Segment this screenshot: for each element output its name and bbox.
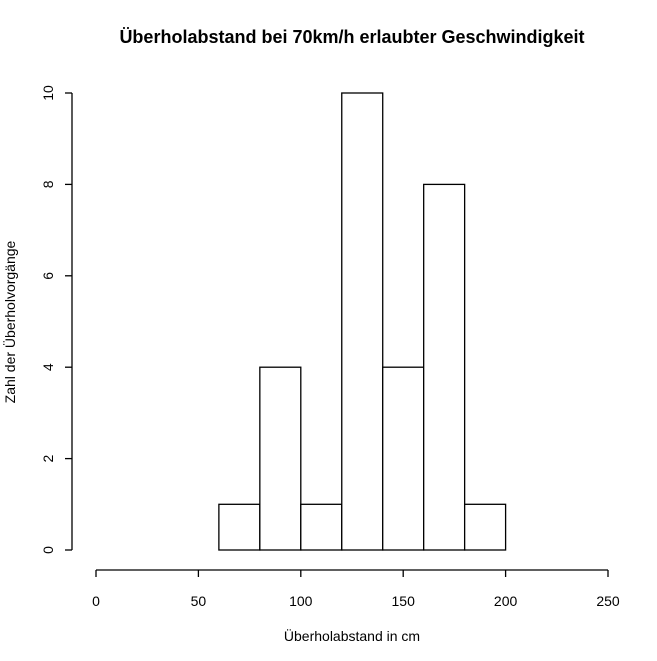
x-axis: 0 50 100 150 200 250: [92, 569, 620, 609]
x-axis-label: Überholabstand in cm: [284, 627, 420, 644]
histogram-bar-6: [423, 183, 466, 551]
chart-title: Überholabstand bei 70km/h erlaubter Gesc…: [119, 27, 584, 47]
y-tick-label: 2: [40, 454, 56, 462]
y-axis: 0 2 4 6 8 10: [40, 85, 73, 554]
histogram-bar-5: [382, 366, 425, 551]
histogram-bar-7: [463, 503, 507, 551]
y-tick-label: 6: [40, 272, 56, 280]
histogram-bar-3: [300, 503, 343, 551]
x-tick-label: 200: [494, 593, 518, 609]
y-tick-label: 8: [40, 180, 56, 188]
x-tick-label: 150: [392, 593, 416, 609]
y-axis-label: Zahl der Überholvorgänge: [1, 240, 18, 403]
bars-layer: [218, 92, 507, 551]
y-tick-label: 10: [40, 85, 56, 101]
x-tick-label: 50: [191, 593, 207, 609]
y-tick-label: 0: [40, 546, 56, 554]
y-tick-label: 4: [40, 363, 56, 371]
histogram-bar-1: [218, 503, 261, 551]
x-tick-label: 100: [289, 593, 313, 609]
histogram-bar-4: [341, 92, 384, 551]
x-tick-label: 250: [596, 593, 620, 609]
histogram-bar-2: [259, 366, 302, 551]
x-tick-label: 0: [92, 593, 100, 609]
